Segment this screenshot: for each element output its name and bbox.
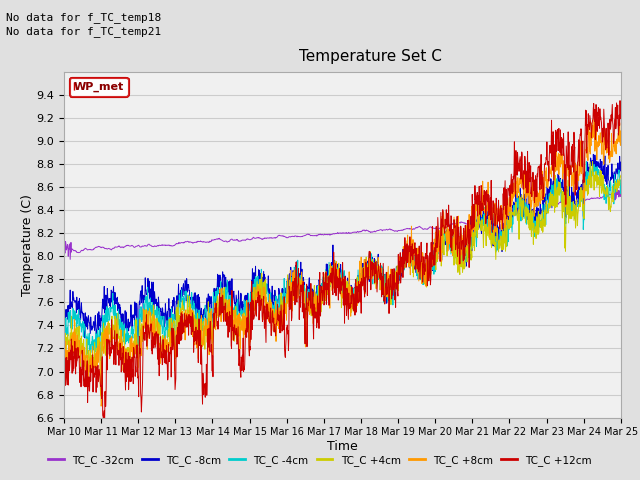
Legend: TC_C -32cm, TC_C -8cm, TC_C -4cm, TC_C +4cm, TC_C +8cm, TC_C +12cm: TC_C -32cm, TC_C -8cm, TC_C -4cm, TC_C +… [44,451,596,470]
Text: No data for f_TC_temp18: No data for f_TC_temp18 [6,12,162,23]
Title: Temperature Set C: Temperature Set C [299,49,442,64]
Text: No data for f_TC_temp21: No data for f_TC_temp21 [6,26,162,37]
Legend: WP_met: WP_met [70,78,129,96]
Y-axis label: Temperature (C): Temperature (C) [20,194,34,296]
X-axis label: Time: Time [327,440,358,453]
